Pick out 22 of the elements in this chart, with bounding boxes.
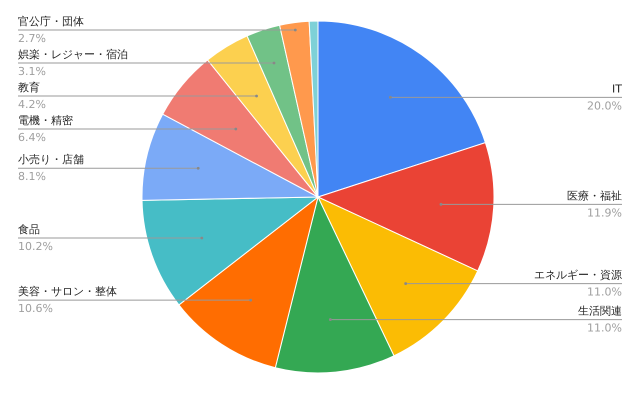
data-label: 20.0% xyxy=(587,99,622,112)
data-label: 2.7% xyxy=(18,32,46,45)
data-label: 11.9% xyxy=(587,206,622,220)
slice-label: 食品 xyxy=(18,223,40,236)
data-label: 4.2% xyxy=(18,98,46,111)
slice-label: 娯楽・レジャー・宿泊 xyxy=(18,48,128,61)
data-label: 6.4% xyxy=(18,131,46,144)
slice-label: 医療・福祉 xyxy=(567,189,622,202)
slice-label: エネルギー・資源 xyxy=(534,268,622,282)
data-label: 3.1% xyxy=(18,65,46,78)
data-label: 10.6% xyxy=(18,302,53,316)
data-label: 8.1% xyxy=(18,170,46,184)
slice-label: 生活関連 xyxy=(578,304,622,318)
data-label: 11.0% xyxy=(587,322,622,335)
slice-label: 官公庁・団体 xyxy=(18,15,84,28)
slice-label: IT xyxy=(612,82,622,96)
slice-label: 電機・精密 xyxy=(18,114,73,127)
data-label: 11.0% xyxy=(587,286,622,299)
slice-label: 教育 xyxy=(18,81,40,94)
slice-label: 美容・サロン・整体 xyxy=(18,285,117,298)
data-label: 10.2% xyxy=(18,240,53,254)
slice-label: 小売り・店舗 xyxy=(18,153,84,166)
